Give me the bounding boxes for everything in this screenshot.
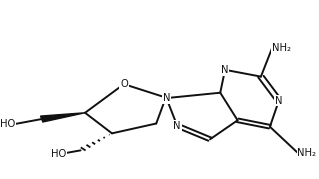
- Text: NH₂: NH₂: [272, 43, 291, 53]
- Text: N: N: [163, 93, 170, 103]
- Polygon shape: [41, 113, 85, 122]
- Text: NH₂: NH₂: [297, 147, 316, 158]
- Polygon shape: [162, 96, 170, 100]
- Text: O: O: [120, 79, 128, 89]
- Text: N: N: [174, 121, 181, 131]
- Text: N: N: [221, 65, 229, 75]
- Text: HO: HO: [0, 119, 16, 129]
- Text: N: N: [275, 96, 283, 106]
- Text: HO: HO: [51, 149, 66, 159]
